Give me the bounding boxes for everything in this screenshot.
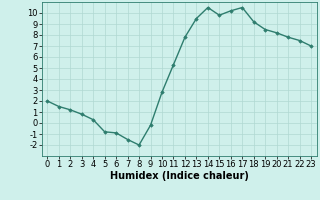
X-axis label: Humidex (Indice chaleur): Humidex (Indice chaleur) [110, 171, 249, 181]
